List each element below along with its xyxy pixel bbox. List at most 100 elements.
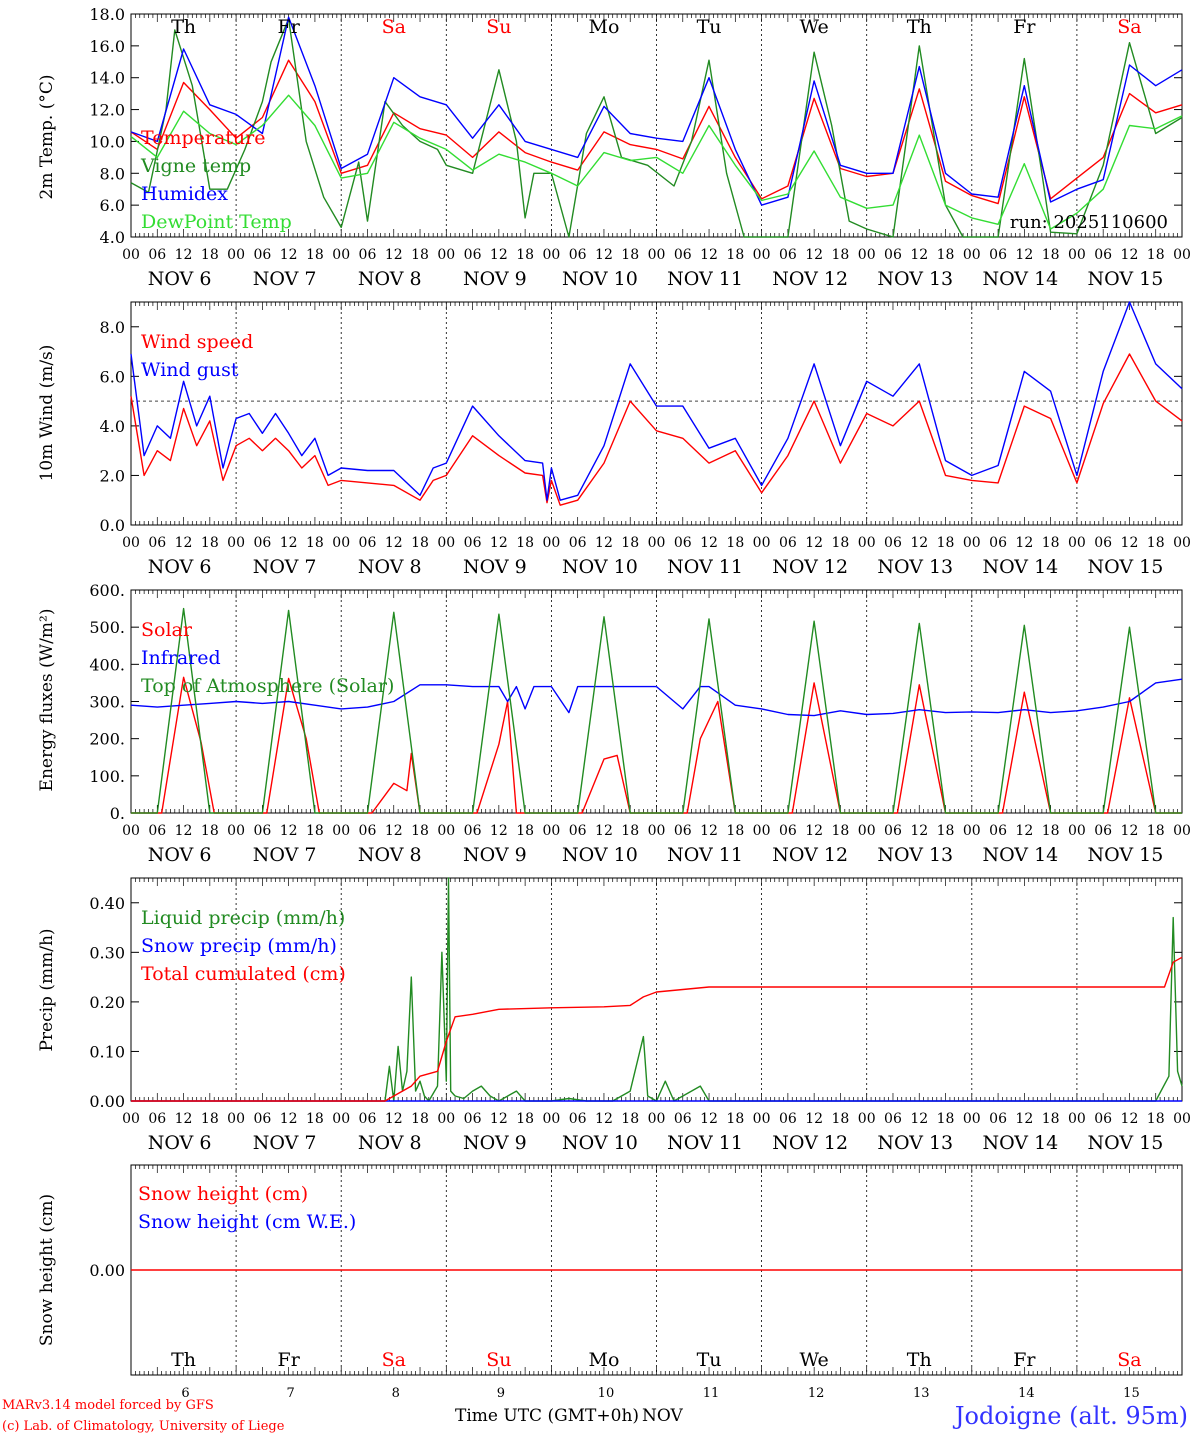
date-label: NOV 11 [667,556,743,578]
day-name: Sa [1117,16,1141,38]
hour-tick-label: 12 [175,535,193,551]
hour-tick-label: 06 [148,535,166,551]
date-label: NOV 13 [877,844,953,866]
series-line-infrared [130,678,1183,717]
day-name: Tu [697,16,722,38]
hour-tick-label: 18 [201,247,219,263]
y-tick-label: 8.0 [100,164,125,183]
hour-tick-label: 18 [832,247,850,263]
day-name: Fr [1013,1349,1036,1371]
hour-tick-label: 06 [1094,247,1112,263]
day-number: 13 [913,1386,930,1400]
hour-tick-label: 00 [1173,823,1191,839]
legend-entry: Snow precip (mm/h) [141,935,337,957]
hour-tick-label: 06 [1094,823,1112,839]
day-name: Su [486,16,511,38]
hour-tick-label: 18 [1042,535,1060,551]
hour-tick-label: 00 [122,823,140,839]
hour-tick-label: 18 [411,1111,429,1127]
y-axis-title: 10m Wind (m/s) [37,345,57,482]
hour-tick-label: 12 [490,1111,508,1127]
time-axis-label: Time UTC (GMT+0h) NOV [455,1406,683,1426]
hour-tick-label: 12 [175,247,193,263]
time-ticks [130,590,1183,813]
hour-tick-label: 00 [542,247,560,263]
hour-tick-label: 06 [359,535,377,551]
date-label: NOV 10 [562,556,638,578]
hour-tick-label: 12 [490,247,508,263]
hour-tick-label: 06 [989,535,1007,551]
y-tick-label: 400. [89,655,125,674]
date-label: NOV 15 [1088,268,1164,290]
hour-tick-label: 00 [753,247,771,263]
hour-tick-label: 18 [1042,823,1060,839]
hour-tick-label: 12 [700,1111,718,1127]
hour-tick-label: 00 [648,823,666,839]
day-number: 12 [808,1386,825,1400]
hour-tick-label: 06 [779,535,797,551]
day-number: 9 [497,1386,505,1400]
hour-tick-label: 18 [411,247,429,263]
hour-tick-label: 06 [884,823,902,839]
y-axis-title: Energy fluxes (W/m²) [37,609,57,792]
hour-tick-label: 18 [937,535,955,551]
run-annotation: run: 2025110600 [1010,212,1168,233]
hour-tick-label: 12 [700,535,718,551]
day-number: 6 [181,1386,189,1400]
date-label: NOV 15 [1088,844,1164,866]
day-number: 8 [392,1386,400,1400]
hour-tick-label: 06 [359,823,377,839]
date-label: NOV 9 [463,844,527,866]
legend-entry: Snow height (cm W.E.) [138,1211,356,1233]
hour-tick-label: 18 [832,1111,850,1127]
hour-tick-label: 12 [280,1111,298,1127]
hour-tick-label: 18 [411,535,429,551]
hour-tick-label: 06 [464,1111,482,1127]
hour-tick-label: 00 [332,535,350,551]
time-ticks [130,14,1183,237]
day-name: Th [171,1349,196,1371]
day-name: We [800,16,829,38]
hour-tick-label: 06 [884,1111,902,1127]
day-number: 10 [598,1386,615,1400]
date-label: NOV 10 [562,268,638,290]
hour-tick-label: 12 [595,823,613,839]
hour-tick-label: 12 [1015,1111,1033,1127]
hour-tick-label: 00 [122,535,140,551]
date-label: NOV 8 [358,1132,422,1154]
series-line-total-cumulated-cm- [131,956,1183,1102]
hour-tick-label: 18 [621,823,639,839]
time-ticks [130,878,1183,1101]
y-tick-label: 6.0 [100,196,125,215]
legend-entry: DewPoint Temp [141,211,292,233]
hour-tick-label: 18 [1042,247,1060,263]
date-label: NOV 9 [463,556,527,578]
time-ticks [130,1165,1183,1375]
hour-tick-label: 00 [858,1111,876,1127]
y-tick-label: 600. [89,581,125,600]
hour-tick-label: 00 [227,247,245,263]
hour-tick-label: 18 [201,535,219,551]
hour-tick-label: 00 [542,1111,560,1127]
date-label: NOV 13 [877,556,953,578]
date-label: NOV 8 [358,844,422,866]
hour-tick-label: 18 [1147,535,1165,551]
hour-tick-label: 18 [516,1111,534,1127]
hour-tick-label: 06 [464,823,482,839]
y-axis-title: Snow height (cm) [37,1194,57,1346]
legend-entry: Humidex [141,183,228,205]
date-label: NOV 12 [772,1132,848,1154]
date-label: NOV 12 [772,268,848,290]
y-tick-label: 0.20 [89,993,125,1012]
hour-tick-label: 06 [464,535,482,551]
hour-tick-label: 00 [753,823,771,839]
date-label: NOV 6 [148,1132,212,1154]
hour-tick-label: 00 [122,247,140,263]
y-tick-label: 0.40 [89,894,125,913]
hour-tick-label: 06 [989,247,1007,263]
hour-tick-label: 06 [989,823,1007,839]
series-line-temperature [130,59,1183,205]
hour-tick-label: 06 [569,535,587,551]
hour-tick-label: 00 [437,535,455,551]
